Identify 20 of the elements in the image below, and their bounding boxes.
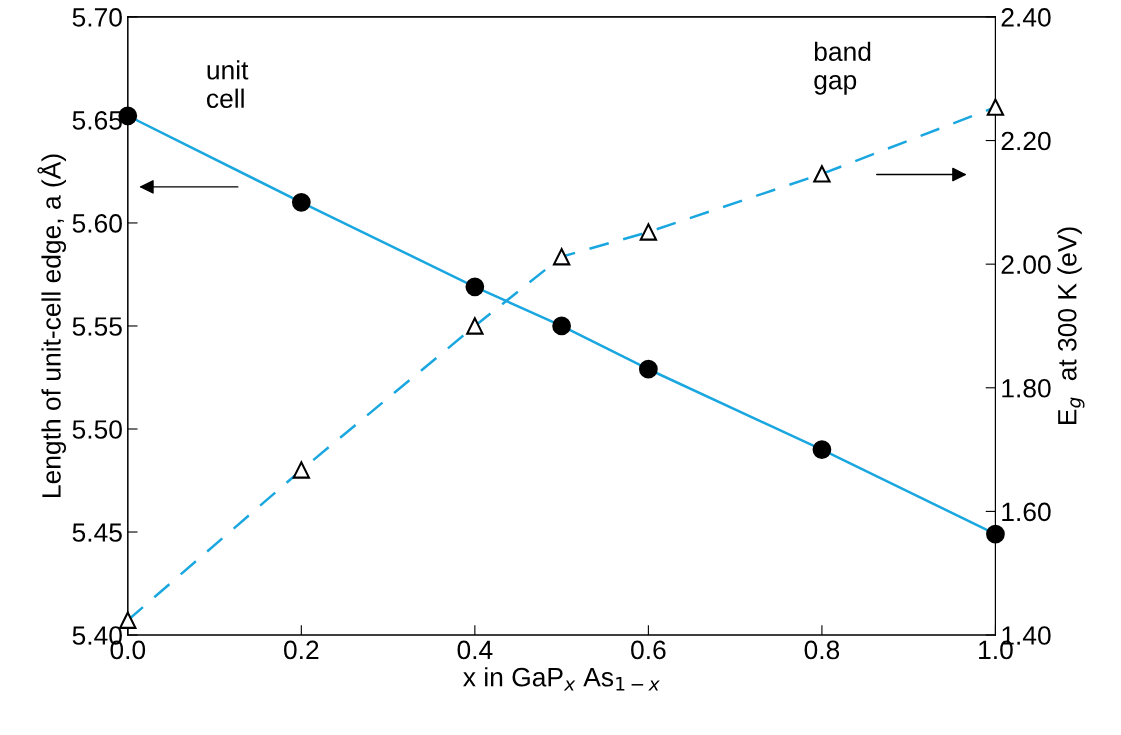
y2-axis-title: E$_{g}$ at 300 K (eV) [1057,227,1085,425]
y2-tick-label: 2.00 [1001,255,1051,274]
y-tick-label: 5.60 [72,214,122,233]
y2-tick-label: 2.20 [1001,131,1051,151]
x-tick-label: 0.2 [284,640,319,660]
x-tick-label: 0.4 [457,640,493,660]
y-tick-label: 5.45 [72,523,122,542]
y2-tick-label: 2.40 [1001,8,1051,27]
x-axis-title: x in GaP$_{x}$ As$_{1−x}$ [463,667,660,691]
y-tick-label: 5.55 [72,317,122,336]
x-tick-label: 0.6 [631,640,666,660]
y-axis-title: Length of unit-cell edge, a (Å) [37,154,67,497]
y-tick-label: 5.65 [72,111,122,130]
annotation: unit cell [207,60,249,108]
y-tick-label: 5.70 [72,8,122,27]
y2-tick-label: 1.60 [1002,502,1051,522]
annotation: band gap [814,41,871,95]
x-tick-label: 0.8 [804,640,840,660]
y-tick-label: 5.50 [72,420,122,439]
y2-tick-label: 1.80 [1002,378,1051,398]
